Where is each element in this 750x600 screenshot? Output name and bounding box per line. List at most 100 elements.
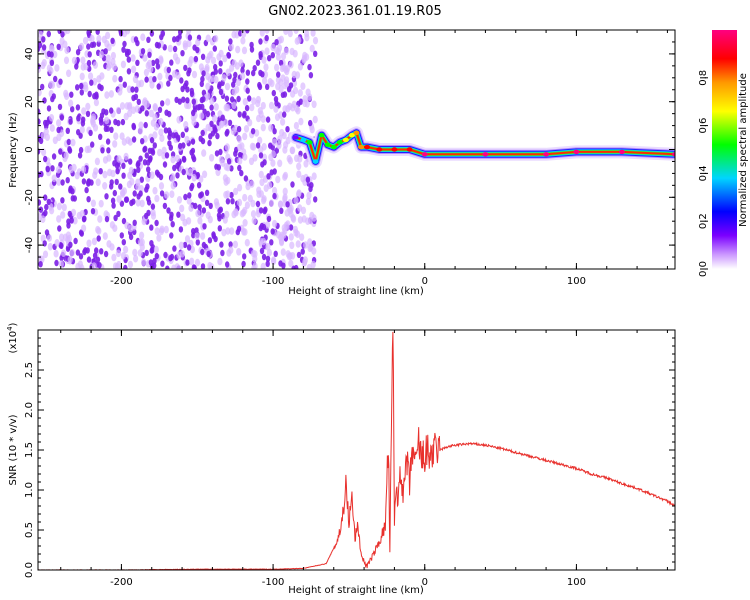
noise-dot (98, 50, 104, 59)
noise-dot (179, 204, 185, 213)
noise-dot (304, 30, 310, 38)
noise-dot (210, 56, 217, 65)
noise-dot (113, 132, 119, 140)
x-tick-label: 100 (567, 577, 586, 588)
noise-dot (149, 247, 154, 254)
noise-dot (294, 37, 300, 45)
noise-dot (191, 70, 198, 79)
noise-dot (242, 153, 248, 161)
noise-dot (308, 119, 313, 127)
noise-dot (220, 249, 225, 257)
noise-dot (260, 196, 267, 205)
noise-dot (81, 165, 87, 174)
noise-dot (260, 101, 266, 110)
noise-dot (205, 110, 211, 118)
noise-dot (235, 45, 241, 54)
snr-panel: -200 -100 0 100 0.0 0.5 1.0 1.5 2.0 2.5 Height of… (6, 322, 676, 596)
noise-dot (159, 134, 165, 142)
noise-dot (231, 59, 237, 68)
noise-dot (152, 257, 157, 265)
noise-dot (288, 210, 294, 218)
noise-dot (168, 215, 174, 222)
noise-dot (53, 249, 59, 258)
noise-dot (215, 132, 220, 140)
noise-dot (149, 171, 155, 179)
noise-dot (286, 154, 292, 163)
colorbar-tick-label: 0.0 (698, 261, 709, 277)
noise-dot (102, 170, 108, 179)
noise-dot (90, 199, 96, 208)
noise-dot (209, 97, 215, 105)
x-tick-label: -100 (262, 276, 285, 287)
noise-dot (184, 135, 190, 144)
noise-dot (138, 155, 143, 162)
signal-point (358, 144, 365, 150)
y-tick-label: 20 (24, 95, 35, 108)
noise-dot (282, 111, 287, 118)
noise-dot (43, 155, 48, 163)
noise-dot (59, 37, 65, 45)
noise-dot (146, 195, 151, 202)
noise-dot (196, 182, 202, 189)
noise-dot (264, 34, 269, 42)
noise-dot (261, 237, 267, 246)
noise-dot (78, 146, 84, 154)
signal-point (330, 144, 337, 150)
noise-dot (70, 208, 77, 217)
noise-dot (48, 114, 55, 122)
signal-point (318, 133, 325, 138)
noise-dot (233, 150, 238, 157)
noise-dot (198, 135, 203, 142)
y-tick-label: 1.0 (24, 482, 35, 498)
signal-point (543, 152, 550, 157)
noise-dot (43, 194, 48, 201)
noise-dot (300, 174, 306, 183)
noise-dot (98, 168, 103, 175)
noise-dot (119, 232, 125, 239)
noise-dot (216, 53, 222, 61)
noise-dot (164, 191, 170, 199)
noise-dot (185, 97, 190, 104)
noise-dot (271, 138, 277, 146)
noise-dot (251, 69, 256, 77)
noise-dot (111, 253, 117, 262)
noise-dot (58, 148, 63, 155)
noise-dot (231, 101, 237, 110)
noise-dot (136, 166, 141, 174)
noise-dot (175, 56, 181, 65)
noise-dot (92, 252, 98, 259)
noise-dot (288, 224, 294, 231)
noise-dot (201, 207, 207, 214)
noise-dot (96, 34, 102, 43)
noise-dot (283, 47, 289, 55)
noise-dot (158, 128, 164, 137)
noise-dot (165, 98, 171, 106)
noise-dot (267, 181, 273, 190)
noise-dot (217, 83, 222, 90)
noise-dot (143, 121, 148, 129)
noise-dot (275, 47, 281, 56)
noise-dot (265, 221, 271, 229)
noise-dot (144, 249, 149, 257)
noise-dot (225, 261, 230, 268)
noise-dot (95, 225, 101, 234)
noise-dot (122, 40, 127, 48)
noise-dot (76, 115, 81, 122)
noise-dot (138, 79, 145, 88)
noise-dot (176, 134, 181, 141)
noise-dot (131, 94, 136, 102)
noise-dot (220, 114, 225, 122)
signal-point (342, 137, 349, 143)
noise-dot (149, 30, 155, 37)
noise-dot (180, 213, 186, 222)
noise-dot (43, 127, 49, 136)
noise-dot (164, 152, 170, 159)
noise-dot (131, 136, 137, 143)
noise-dot (285, 126, 290, 133)
noise-dot (132, 248, 138, 257)
noise-dot (279, 128, 285, 137)
noise-dot (258, 152, 264, 159)
signal-point (306, 140, 313, 145)
noise-dot (228, 241, 233, 248)
noise-dot (240, 36, 246, 45)
